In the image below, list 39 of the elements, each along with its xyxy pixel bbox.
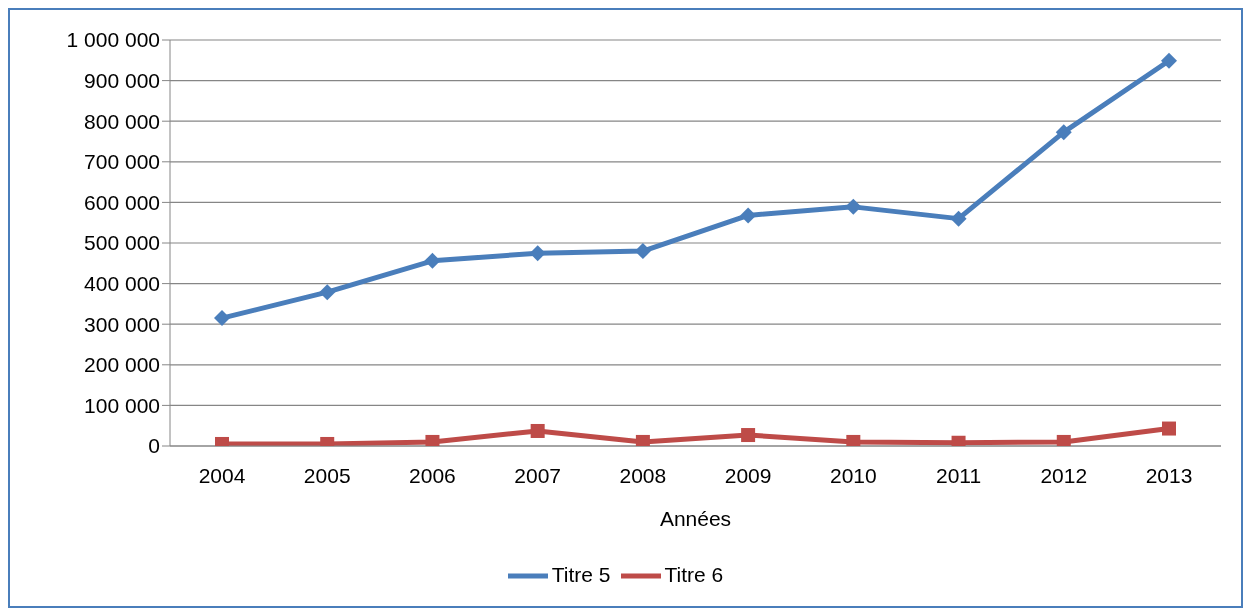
y-tick-label: 200 000 bbox=[84, 353, 160, 377]
x-tick-label: 2012 bbox=[1040, 463, 1088, 487]
point bbox=[845, 198, 862, 215]
y-tick-label: 300 000 bbox=[84, 312, 160, 336]
legend-label: Titre 6 bbox=[664, 562, 724, 586]
y-tick-label: 500 000 bbox=[84, 231, 160, 255]
point bbox=[1162, 421, 1176, 436]
point bbox=[424, 252, 441, 269]
point bbox=[950, 210, 967, 227]
point bbox=[740, 207, 757, 224]
y-tick-label: 900 000 bbox=[84, 69, 160, 93]
x-tick-label: 2010 bbox=[829, 463, 877, 487]
point bbox=[529, 245, 546, 262]
x-tick-label: 2008 bbox=[619, 463, 667, 487]
point bbox=[214, 310, 230, 327]
y-tick-label: 800 000 bbox=[84, 109, 160, 133]
y-tick-label: 0 bbox=[148, 434, 160, 458]
x-tick-label: 2013 bbox=[1145, 463, 1193, 487]
point bbox=[1161, 52, 1177, 69]
point bbox=[530, 423, 545, 438]
point bbox=[635, 434, 650, 446]
point bbox=[425, 434, 440, 446]
y-tick-label: 100 000 bbox=[84, 393, 160, 417]
point bbox=[1055, 124, 1072, 141]
y-tick-label: 400 000 bbox=[84, 272, 160, 296]
legend-label: Titre 5 bbox=[551, 562, 611, 586]
x-tick-label: 2006 bbox=[409, 463, 456, 487]
y-tick-label: 700 000 bbox=[84, 150, 160, 174]
x-tick-label: 2004 bbox=[198, 463, 246, 487]
x-tick-label: 2011 bbox=[935, 463, 982, 487]
point bbox=[846, 434, 861, 446]
y-tick-label: 1 000 000 bbox=[66, 28, 160, 52]
point bbox=[1056, 434, 1071, 446]
y-tick-label: 600 000 bbox=[84, 190, 160, 214]
x-tick-label: 2005 bbox=[303, 463, 351, 487]
x-tick-label: 2007 bbox=[514, 463, 562, 487]
x-axis-title: Années bbox=[659, 507, 732, 530]
x-tick-label: 2009 bbox=[724, 463, 772, 487]
point bbox=[319, 284, 336, 301]
